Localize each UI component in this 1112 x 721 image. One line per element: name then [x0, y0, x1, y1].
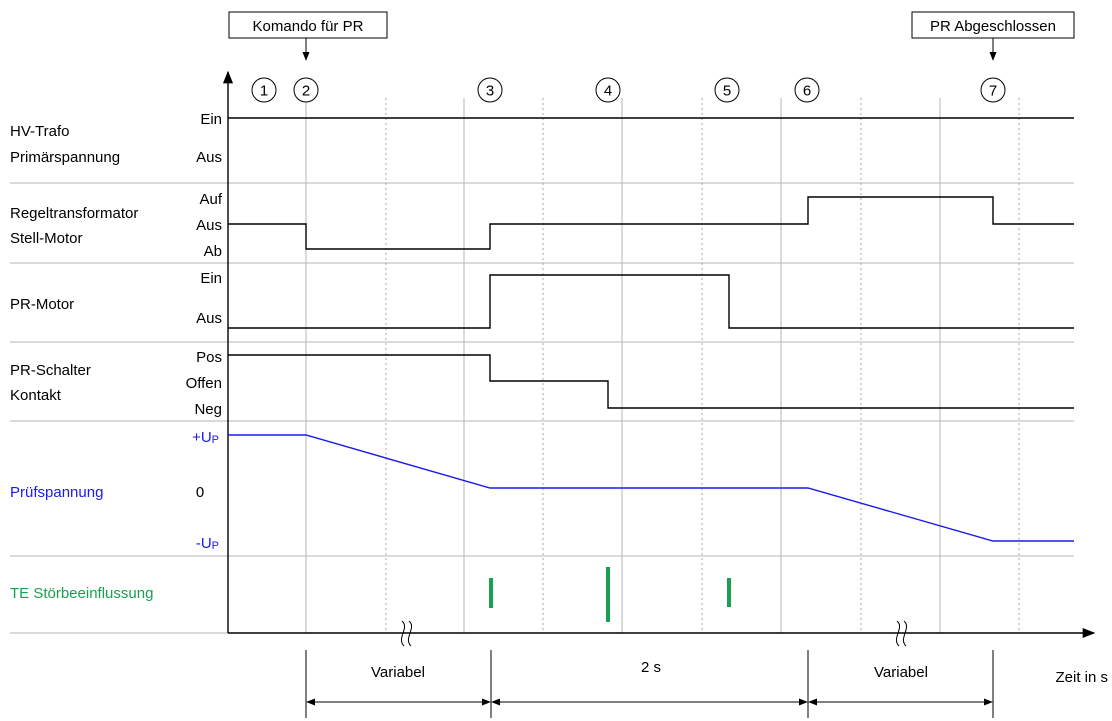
lane-te-stoerbeeinflussung: TE Störbeeinflussung [10, 567, 731, 622]
command-end: PR Abgeschlossen [911, 11, 1075, 61]
duration-label-last: Variabel [874, 664, 928, 681]
step-marker: 2 [293, 77, 319, 103]
signal-name-line: Prüfspannung [10, 484, 103, 501]
step-marker: 7 [980, 77, 1006, 103]
duration-annotations: Variabel 2 s Variabel [305, 650, 994, 718]
signal-name-line: Regeltransformator [10, 205, 138, 222]
signal-name-line: Primärspannung [10, 149, 120, 166]
time-axis-label: Zeit in s [1055, 669, 1108, 686]
step-markers: 1 2 3 4 5 6 7 [251, 77, 1006, 103]
signal-name-line: Kontakt [10, 387, 62, 404]
level-label: Aus [196, 217, 222, 234]
pr-motor-waveform [228, 274, 1074, 329]
step-number: 6 [803, 83, 811, 100]
axis-break-right [895, 620, 908, 647]
duration-label-first: Variabel [371, 664, 425, 681]
step-marker: 1 [251, 77, 277, 103]
level-label: Ein [200, 111, 222, 128]
step-marker: 4 [595, 77, 621, 103]
pr-schalter-waveform [228, 354, 1074, 409]
signal-name-line: TE Störbeeinflussung [10, 585, 153, 602]
step-number: 1 [260, 83, 268, 100]
level-label-pos: +UP [192, 429, 219, 446]
pruefspannung-waveform [228, 434, 1074, 542]
level-label: Neg [194, 401, 222, 418]
lane-separators [10, 182, 1074, 634]
level-label: Ab [204, 243, 222, 260]
step-marker: 6 [794, 77, 820, 103]
lane-pruefspannung: Prüfspannung +UP 0 -UP [10, 429, 1074, 552]
time-grid [305, 98, 1020, 633]
step-marker: 5 [714, 77, 740, 103]
lane-hv-trafo: HV-Trafo Primärspannung Ein Aus [10, 111, 1074, 166]
step-number: 7 [989, 83, 997, 100]
level-label-neg: -UP [196, 535, 219, 552]
step-number: 4 [604, 83, 612, 100]
regeltransformator-waveform [228, 196, 1074, 250]
level-label: Ein [200, 270, 222, 287]
signal-name-line: PR-Motor [10, 296, 74, 313]
command-end-box [911, 11, 1075, 39]
lane-pr-motor: PR-Motor Ein Aus [10, 270, 1074, 329]
signal-name-line: Stell-Motor [10, 230, 83, 247]
command-end-label: PR Abgeschlossen [930, 18, 1056, 35]
lane-regeltransformator: Regeltransformator Stell-Motor Auf Aus A… [10, 191, 1074, 260]
command-start-box [228, 11, 388, 39]
level-label: Pos [196, 349, 222, 366]
level-label: Auf [199, 191, 222, 208]
step-number: 5 [723, 83, 731, 100]
level-label: Offen [186, 375, 222, 392]
step-marker: 3 [477, 77, 503, 103]
level-label: Aus [196, 310, 222, 327]
level-label: Aus [196, 149, 222, 166]
signal-name-line: HV-Trafo [10, 123, 69, 140]
axis-break-left [400, 620, 413, 647]
duration-label-middle: 2 s [641, 659, 661, 676]
step-number: 2 [302, 83, 310, 100]
signal-name-line: PR-Schalter [10, 362, 91, 379]
lane-pr-schalter: PR-Schalter Kontakt Pos Offen Neg [10, 349, 1074, 418]
command-start: Komando für PR [228, 11, 388, 61]
command-start-label: Komando für PR [253, 18, 364, 35]
level-label-zero: 0 [196, 484, 204, 501]
step-number: 3 [486, 83, 494, 100]
